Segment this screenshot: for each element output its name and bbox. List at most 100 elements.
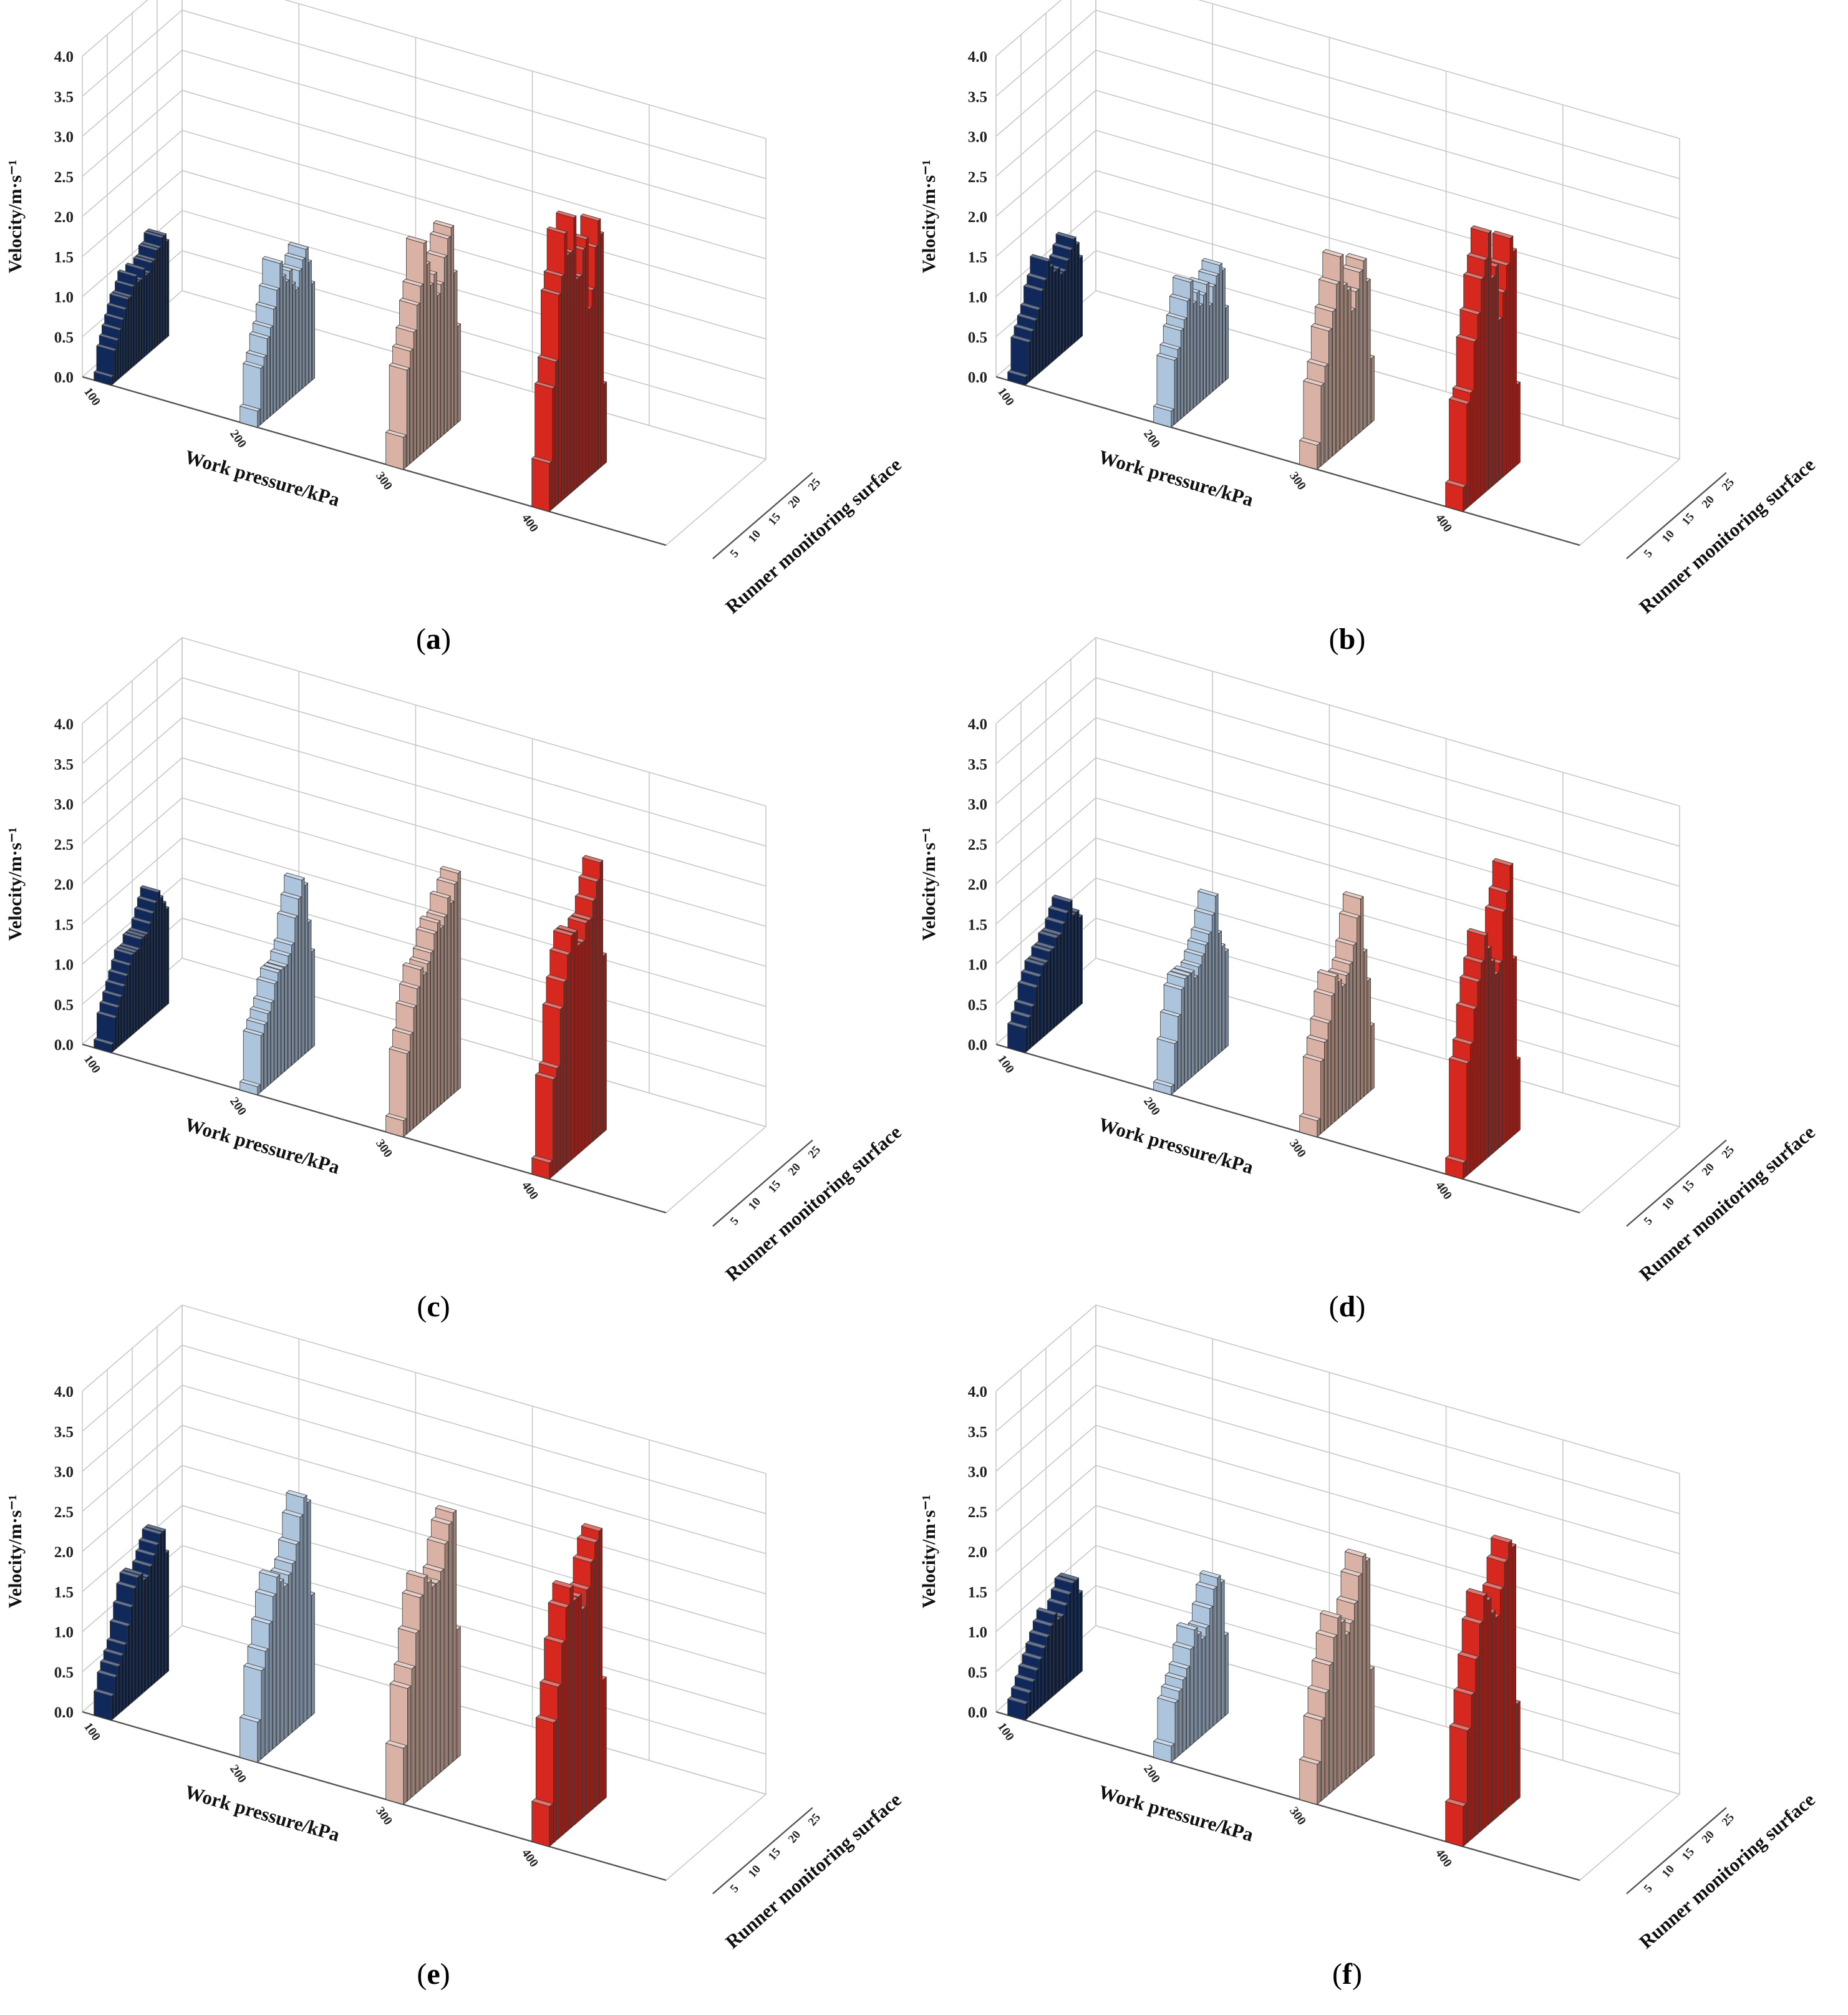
bar-side xyxy=(581,940,585,1152)
bar-front xyxy=(1153,405,1172,428)
bar xyxy=(1153,404,1174,428)
bar-side xyxy=(1355,288,1360,437)
bar-side xyxy=(573,215,577,492)
bar-side xyxy=(1466,1727,1471,1844)
bar-side xyxy=(1331,993,1335,1125)
bar-side xyxy=(264,1648,269,1757)
bar-front xyxy=(94,1691,112,1721)
bar-side xyxy=(1184,976,1188,1084)
bar-side xyxy=(599,860,603,1136)
bar-side xyxy=(1335,974,1338,1122)
bar-side xyxy=(1367,278,1371,427)
bar-side xyxy=(565,1604,569,1833)
bar-front xyxy=(1299,1115,1318,1138)
bar xyxy=(1444,1798,1467,1847)
bar-side xyxy=(122,984,126,1044)
bar-side xyxy=(1221,1580,1225,1720)
bar-side xyxy=(273,1593,276,1750)
series-100 xyxy=(93,885,170,1054)
series-200 xyxy=(1153,1570,1229,1763)
bar-side xyxy=(303,1495,307,1723)
bar-side xyxy=(553,1719,558,1844)
y-tick-label: 4.0 xyxy=(968,49,987,66)
bar-side xyxy=(1076,910,1080,1009)
series-200 xyxy=(239,1490,316,1763)
bar-side xyxy=(558,293,561,505)
y-tick-label: 0.5 xyxy=(54,329,74,346)
bar-side xyxy=(567,253,571,497)
bar-side xyxy=(403,434,407,470)
y-tick-label: 1.0 xyxy=(968,957,987,974)
bar-side xyxy=(1477,979,1481,1167)
bar-side xyxy=(1180,328,1184,420)
grid-line xyxy=(995,9,1680,180)
bar-side xyxy=(1359,269,1363,434)
bar-side xyxy=(163,233,167,341)
series-200 xyxy=(1153,258,1229,428)
x-tick-label: 200 xyxy=(1141,427,1163,450)
bar xyxy=(531,1155,553,1180)
panel-label: (b) xyxy=(1329,623,1366,656)
bar-side xyxy=(154,900,158,1016)
bar-side xyxy=(165,1550,170,1674)
bar-side xyxy=(1044,278,1048,369)
x-tick-label: 100 xyxy=(995,385,1017,408)
grid-line xyxy=(1095,290,1681,546)
bar-side xyxy=(135,274,138,366)
z-tick-label: 20 xyxy=(786,493,803,511)
bar-side xyxy=(1320,382,1325,467)
bar-side xyxy=(407,1685,412,1802)
y-tick-label: 4.0 xyxy=(54,1384,74,1401)
bar-side xyxy=(276,288,280,412)
y-tick-label: 0.5 xyxy=(968,997,987,1014)
bar-side xyxy=(1366,1558,1371,1762)
bar xyxy=(531,455,553,512)
bar xyxy=(93,370,115,386)
y-tick-label: 1.5 xyxy=(968,916,987,933)
grid-line xyxy=(995,637,1680,807)
bar-side xyxy=(283,274,286,406)
bar-side xyxy=(1079,915,1083,1007)
bar-side xyxy=(1340,253,1344,450)
z-axis-line xyxy=(712,1139,813,1227)
bar-side xyxy=(443,914,448,1102)
bar-side xyxy=(1329,1662,1333,1795)
series-100 xyxy=(93,228,170,386)
bar-side xyxy=(161,235,164,343)
bar xyxy=(1007,1021,1029,1054)
bar-side xyxy=(1080,255,1083,339)
bar-side xyxy=(269,325,273,417)
bar-side xyxy=(1333,1634,1338,1791)
bar-side xyxy=(114,1016,117,1051)
bar-side xyxy=(588,306,592,478)
bar-side xyxy=(1352,308,1355,440)
bar-side xyxy=(1517,1057,1521,1133)
bar-front xyxy=(94,1039,112,1054)
bar-side xyxy=(1513,248,1517,469)
bar-side xyxy=(1212,284,1216,392)
bar-side xyxy=(450,900,454,1097)
z-tick-label: 15 xyxy=(766,1845,783,1863)
z-tick-label: 15 xyxy=(1680,510,1697,528)
z-tick-label: 15 xyxy=(1680,1845,1697,1863)
bar-side xyxy=(1194,975,1198,1075)
x-axis-title: Work pressure/kPa xyxy=(183,1780,343,1845)
bar-side xyxy=(1327,1020,1332,1129)
bar-side xyxy=(129,294,133,370)
bar-side xyxy=(148,921,152,1021)
bar-side xyxy=(292,1561,296,1733)
y-tick-label: 1.0 xyxy=(54,957,74,974)
bar-side xyxy=(267,1011,271,1087)
x-tick-label: 100 xyxy=(995,1720,1017,1743)
bar-side xyxy=(1350,1620,1354,1777)
z-tick-label: 25 xyxy=(1720,1811,1737,1828)
x-tick-label: 300 xyxy=(1287,1804,1309,1827)
bar-side xyxy=(1035,984,1038,1045)
z-tick-label: 15 xyxy=(766,1178,783,1195)
bar-side xyxy=(570,250,574,494)
bar-side xyxy=(413,1005,417,1129)
bar xyxy=(1153,1079,1175,1095)
z-tick-label: 15 xyxy=(1680,1178,1697,1195)
grid-line xyxy=(82,89,767,260)
panel-label: (f) xyxy=(1332,1958,1362,1991)
